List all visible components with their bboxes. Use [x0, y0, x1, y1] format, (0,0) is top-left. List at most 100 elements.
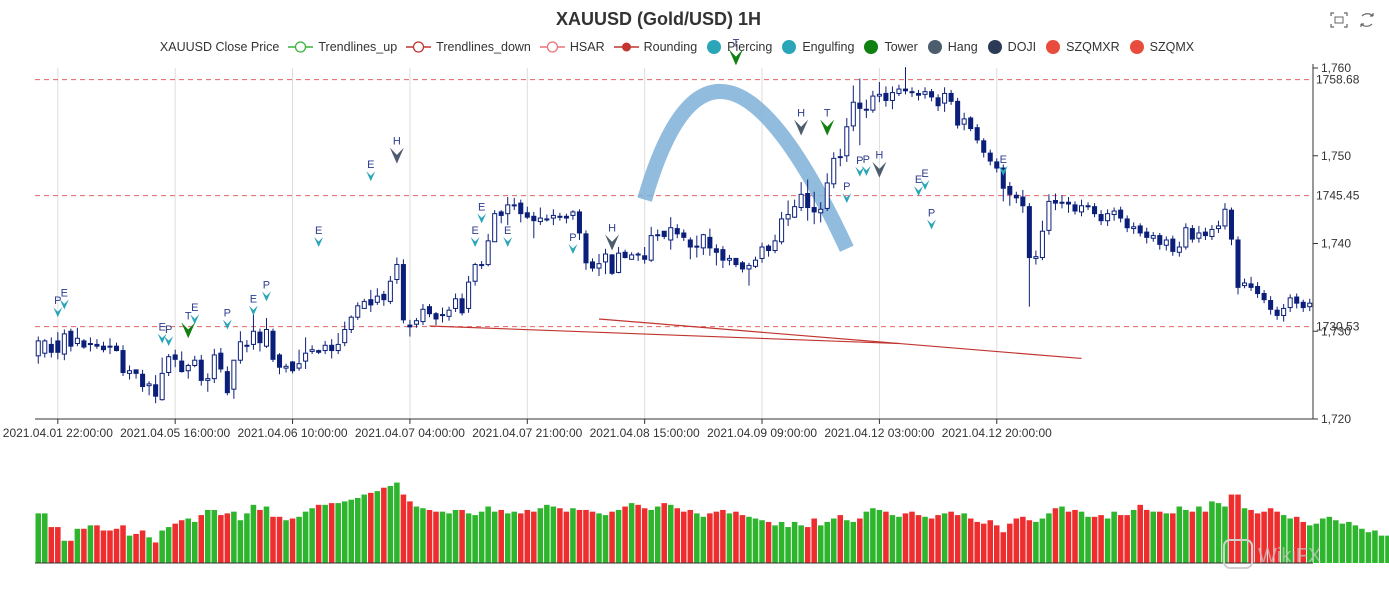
candle — [616, 247, 622, 274]
candle-body-up — [616, 252, 622, 273]
marker-label: T — [824, 108, 831, 120]
marker-engulfing: E — [314, 225, 324, 248]
candle — [557, 212, 563, 221]
volume-bar — [1202, 511, 1209, 563]
volume-bar — [1117, 515, 1124, 563]
legend-item[interactable]: Trendlines_up — [288, 40, 397, 54]
candle — [1202, 227, 1208, 240]
legend-item[interactable]: Trendlines_down — [406, 40, 531, 54]
candle — [896, 84, 902, 97]
legend-item[interactable]: Rounding — [613, 40, 697, 54]
candle-body-up — [342, 328, 348, 344]
legend-symbol-icon — [927, 40, 942, 54]
candle — [244, 340, 250, 353]
volume-bar — [1111, 511, 1117, 563]
marker-label: E — [250, 293, 257, 305]
volume-bar — [218, 515, 224, 563]
volume-bar — [335, 503, 341, 563]
candle-body-up — [896, 88, 902, 94]
marker-label: P — [569, 232, 576, 244]
volume-bar — [48, 527, 55, 563]
volume-bar — [694, 513, 700, 563]
toolbox — [1330, 12, 1376, 28]
candle-body-down — [733, 257, 739, 266]
marker-engulfing: E — [470, 225, 480, 248]
candle-body-up — [694, 245, 700, 248]
candle — [1274, 306, 1280, 320]
candle-body-down — [707, 236, 713, 249]
volume-bar — [244, 513, 250, 563]
candle — [935, 94, 941, 111]
volume-bar — [315, 504, 322, 563]
candle — [94, 339, 100, 349]
legend-item[interactable]: Piercing — [706, 40, 772, 54]
candle-body-up — [192, 359, 198, 366]
volume-bar — [152, 542, 159, 563]
legend-item[interactable]: Tower — [863, 40, 918, 54]
volume-bar — [563, 511, 570, 563]
candle-body-up — [361, 300, 367, 309]
candle — [146, 381, 152, 396]
volume-bar — [713, 511, 720, 563]
candle-body-down — [1294, 296, 1300, 304]
candle-body-up — [466, 281, 472, 309]
volume-bar — [857, 518, 863, 563]
marker-piercing: P — [861, 154, 871, 176]
candle-body-up — [570, 211, 576, 216]
candle — [1039, 220, 1045, 261]
candle-body-down — [1144, 231, 1150, 238]
candle-body-up — [394, 264, 400, 280]
marker-arrow — [920, 179, 930, 190]
candle — [942, 87, 948, 112]
candle — [440, 307, 446, 323]
legend-item[interactable]: Engulfing — [781, 40, 854, 54]
volume-bar — [909, 511, 915, 563]
candle-body-up — [850, 101, 856, 127]
legend-item[interactable]: SZQMXR — [1045, 40, 1120, 54]
volume-bar — [1385, 535, 1389, 563]
volume-bar — [387, 486, 394, 563]
zoom-icon[interactable] — [1330, 12, 1348, 28]
volume-bar — [309, 508, 315, 563]
volume-bar — [1313, 523, 1320, 563]
candle — [211, 348, 217, 384]
candle — [700, 233, 706, 255]
volume-bar — [1280, 515, 1287, 563]
candle-body-down — [81, 340, 87, 348]
marker-tower: T — [820, 108, 835, 136]
volume-bar — [628, 503, 635, 563]
volume-bar — [146, 537, 152, 563]
candle-body-down — [1000, 167, 1006, 189]
legend-item[interactable]: XAUUSD Close Price — [155, 40, 279, 54]
legend-item[interactable]: DOJI — [987, 40, 1036, 54]
volume-bar — [133, 533, 139, 563]
volume-bar — [654, 506, 661, 563]
volume-bar — [1026, 520, 1033, 563]
legend-item[interactable]: HSAR — [539, 40, 605, 54]
volume-bar — [407, 501, 413, 563]
candle — [687, 237, 693, 260]
volume-bar — [687, 509, 694, 563]
legend-item[interactable]: Hang — [927, 40, 978, 54]
candle — [283, 363, 289, 373]
legend-item[interactable]: SZQMX — [1129, 40, 1194, 54]
candle-body-up — [472, 264, 478, 282]
volume-bar — [954, 515, 961, 563]
restore-icon[interactable] — [1358, 12, 1376, 28]
candle-body-up — [87, 343, 93, 346]
candle — [1235, 236, 1241, 295]
candle — [1111, 207, 1117, 221]
candle — [218, 347, 224, 373]
candle — [1020, 189, 1026, 213]
candle — [694, 235, 700, 258]
candle — [159, 357, 165, 401]
candle-body-down — [1189, 228, 1195, 240]
candle — [550, 209, 556, 226]
candle — [387, 275, 393, 305]
marker-label: T — [185, 310, 192, 322]
volume-bar — [328, 503, 335, 563]
volume-bar — [935, 515, 941, 563]
candle-body-down — [837, 156, 843, 159]
marker-arrow — [181, 322, 196, 339]
candle-body-down — [94, 343, 100, 347]
